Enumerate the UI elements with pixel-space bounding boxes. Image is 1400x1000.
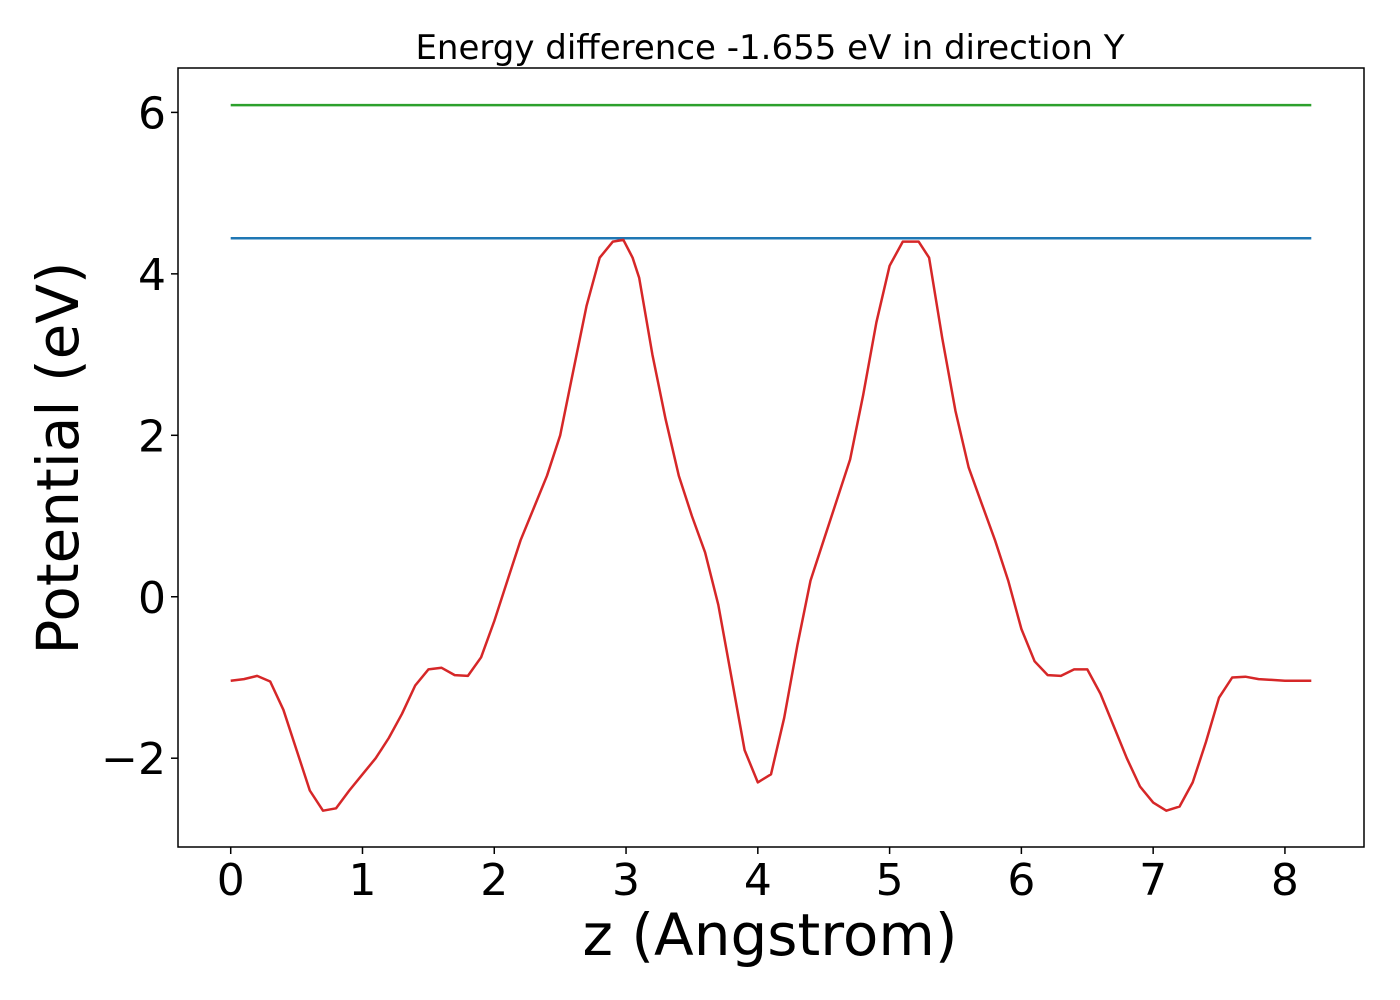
x-axis-label: z (Angstrom) <box>583 901 958 969</box>
x-tick-label: 5 <box>876 855 904 906</box>
y-tick-label: 4 <box>138 250 166 301</box>
x-tick-label: 6 <box>1007 855 1035 906</box>
series-layer <box>230 103 1312 812</box>
x-tick-label: 2 <box>480 855 508 906</box>
series-line-2 <box>230 238 1312 812</box>
x-tick-label: 3 <box>612 855 640 906</box>
y-tick-label: 0 <box>138 573 166 624</box>
y-tick-label: −2 <box>101 734 166 785</box>
y-axis-ticks: −2 0 2 4 6 <box>101 88 178 785</box>
y-tick-label: 6 <box>138 88 166 139</box>
y-tick-label: 2 <box>138 411 166 462</box>
plot-frame <box>177 67 1365 848</box>
chart-title: Energy difference -1.655 eV in direction… <box>415 28 1124 68</box>
x-tick-label: 0 <box>217 855 245 906</box>
x-tick-label: 8 <box>1271 855 1299 906</box>
x-tick-label: 1 <box>348 855 376 906</box>
x-tick-label: 4 <box>744 855 772 906</box>
y-axis-label: Potential (eV) <box>24 261 92 654</box>
x-tick-label: 7 <box>1139 855 1167 906</box>
x-axis-ticks: 0 1 2 3 4 5 6 7 8 <box>217 847 1299 906</box>
